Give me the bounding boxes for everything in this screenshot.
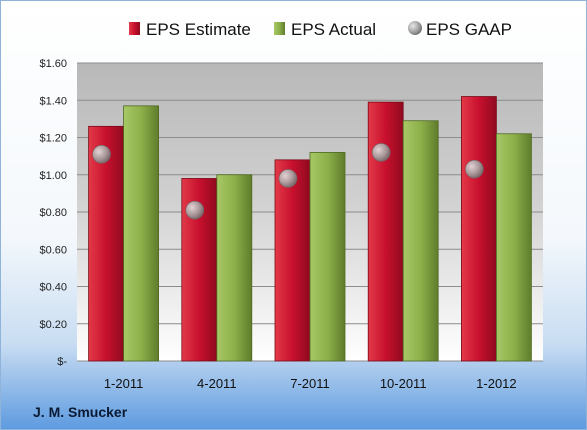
company-name: J. M. Smucker bbox=[33, 404, 128, 420]
y-tick-label: $0.20 bbox=[39, 319, 67, 331]
eps-estimate-bar bbox=[274, 159, 311, 362]
legend-swatch bbox=[274, 22, 285, 35]
eps-gaap-marker bbox=[185, 200, 205, 220]
x-tick-label: 7-2011 bbox=[290, 376, 330, 391]
eps-actual-bar bbox=[309, 151, 346, 362]
eps-gaap-marker bbox=[278, 169, 298, 188]
y-tick-label: $1.60 bbox=[39, 58, 67, 70]
legend-item: EPS Estimate bbox=[129, 20, 251, 39]
y-tick-label: $- bbox=[57, 356, 67, 368]
eps-actual-bar bbox=[402, 120, 439, 362]
eps-actual-bar bbox=[216, 174, 253, 362]
y-tick-label: $1.00 bbox=[39, 170, 67, 182]
legend-item: EPS GAAP bbox=[408, 20, 512, 39]
eps-actual-bar bbox=[495, 133, 532, 362]
eps-gaap-marker bbox=[92, 144, 111, 164]
eps-estimate-bar bbox=[460, 96, 497, 362]
x-tick-label: 4-2011 bbox=[197, 376, 237, 391]
legend-label: EPS GAAP bbox=[426, 20, 512, 39]
x-tick-label: 1-2012 bbox=[476, 376, 516, 391]
eps-estimate-bar bbox=[88, 125, 124, 362]
y-axis-ticks: $- $0.20 $0.40 $0.60 $0.80 $1.00 $1.20 $1.40 $1.… bbox=[39, 58, 67, 368]
legend-label: EPS Estimate bbox=[146, 20, 251, 39]
y-tick-label: $1.20 bbox=[39, 133, 67, 145]
y-tick-label: $0.80 bbox=[39, 207, 67, 219]
y-tick-label: $0.60 bbox=[39, 244, 67, 256]
eps-estimate-bar bbox=[367, 101, 404, 362]
legend: EPS Estimate EPS Actual EPS GAAP bbox=[129, 20, 512, 39]
eps-actual-bar bbox=[123, 105, 159, 362]
y-tick-label: $0.40 bbox=[39, 282, 67, 294]
eps-gaap-marker bbox=[371, 143, 391, 162]
legend-label: EPS Actual bbox=[291, 20, 376, 39]
bars bbox=[88, 96, 532, 362]
x-tick-label: 1-2011 bbox=[104, 376, 144, 391]
x-axis-ticks: 1-2011 4-2011 7-2011 10-2011 1-2012 bbox=[104, 376, 517, 391]
legend-swatch bbox=[408, 21, 422, 35]
gaap-markers bbox=[92, 143, 484, 220]
legend-item: EPS Actual bbox=[274, 20, 376, 39]
y-tick-label: $1.40 bbox=[39, 95, 67, 107]
legend-swatch bbox=[129, 22, 140, 35]
eps-gaap-marker bbox=[465, 159, 484, 179]
x-tick-label: 10-2011 bbox=[380, 376, 427, 391]
